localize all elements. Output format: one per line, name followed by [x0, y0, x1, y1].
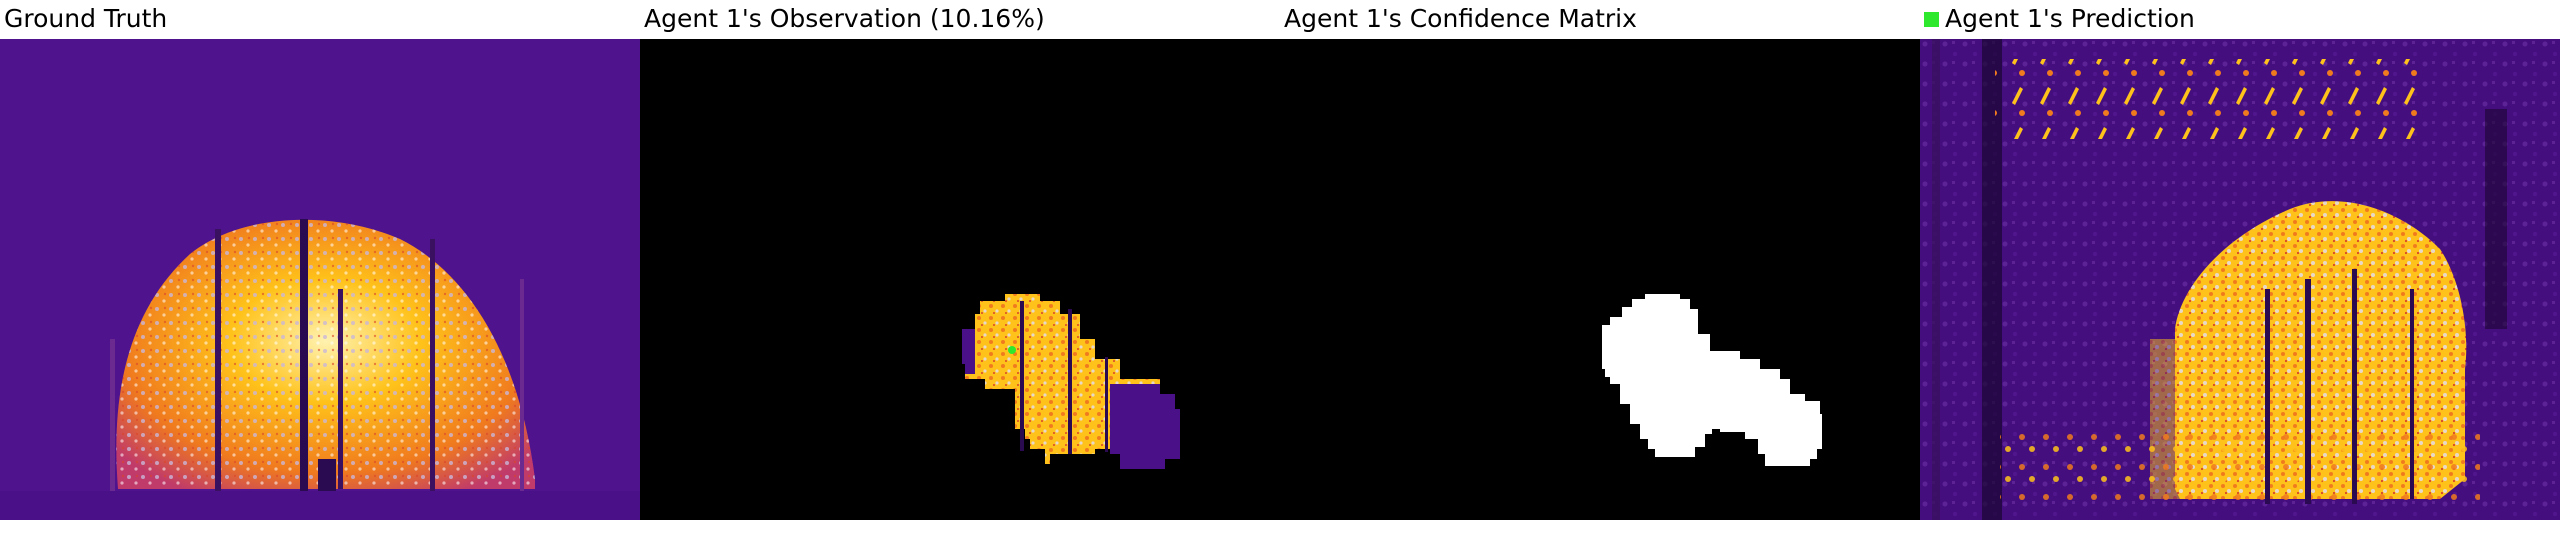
panel-title: Ground Truth: [4, 4, 168, 33]
panel-title: Agent 1's Prediction: [1924, 2, 2195, 36]
prediction-image: [1920, 39, 2560, 520]
agent-position-marker: [1008, 346, 1016, 354]
panel-title-text: Agent 1's Prediction: [1945, 4, 2195, 33]
agent-marker-icon: [1924, 12, 1939, 27]
observation-thermal: [640, 39, 1280, 520]
panel-ground-truth: Ground Truth: [0, 0, 640, 520]
panel-title: Agent 1's Confidence Matrix: [1284, 4, 1637, 33]
ground-truth-image: [0, 39, 640, 520]
confidence-matrix-image: [1280, 39, 1920, 520]
panel-prediction: Agent 1's Prediction: [1920, 0, 2560, 520]
panel-observation: Agent 1's Observation (10.16%): [640, 0, 1280, 520]
confidence-matrix-mask: [1280, 39, 1920, 520]
observation-image: [640, 39, 1280, 520]
panel-title: Agent 1's Observation (10.16%): [644, 4, 1045, 33]
panel-confidence-matrix: Agent 1's Confidence Matrix: [1280, 0, 1920, 520]
prediction-thermal: [1920, 39, 2560, 520]
ground-truth-thermal: [0, 39, 640, 520]
